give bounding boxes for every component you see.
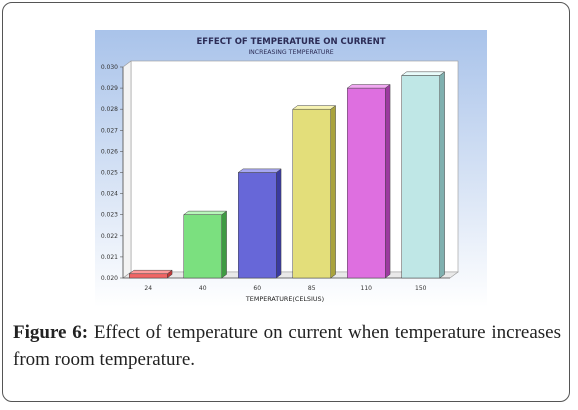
- y-tick-label: 0.030: [101, 64, 118, 71]
- bar-side: [276, 168, 282, 279]
- bar-side: [385, 83, 391, 279]
- bar-front: [292, 108, 331, 279]
- bar-top: [401, 71, 446, 76]
- chart-svg: EFFECT OF TEMPERATURE ON CURRENT INCREAS…: [95, 30, 487, 307]
- bar-top: [128, 269, 173, 275]
- bar-side: [330, 105, 336, 279]
- bar-front: [401, 75, 440, 279]
- bar-top: [182, 210, 228, 215]
- x-axis-label: TEMPERATURE(CELSIUS): [245, 295, 324, 303]
- y-tick-label: 0.029: [101, 85, 118, 92]
- y-tick-label: 0.027: [101, 127, 118, 134]
- bar-front: [347, 87, 386, 279]
- chart: EFFECT OF TEMPERATURE ON CURRENT INCREAS…: [95, 30, 487, 307]
- y-tick-label: 0.025: [101, 170, 118, 177]
- y-tick-label: 0.021: [101, 254, 118, 261]
- bar-side: [221, 210, 227, 279]
- plot-side-wall: [122, 60, 132, 279]
- y-tick-label: 0.028: [101, 106, 118, 113]
- bar-top: [291, 105, 337, 110]
- bar-side: [439, 71, 445, 279]
- chart-subtitle: INCREASING TEMPERATURE: [248, 49, 333, 56]
- y-tick-label: 0.022: [101, 233, 118, 240]
- x-tick-label: 60: [253, 285, 261, 292]
- x-tick-label: 40: [199, 285, 207, 292]
- y-tick-label: 0.026: [101, 148, 118, 155]
- chart-title: EFFECT OF TEMPERATURE ON CURRENT: [196, 37, 385, 47]
- bar-front: [183, 214, 222, 279]
- y-tick-label: 0.023: [101, 212, 118, 219]
- x-tick-label: 85: [308, 285, 316, 292]
- caption-label: Figure 6:: [13, 322, 89, 343]
- bar-top: [346, 84, 391, 89]
- y-tick-label: 0.020: [101, 275, 118, 282]
- bar-top: [237, 168, 282, 173]
- figure-frame: EFFECT OF TEMPERATURE ON CURRENT INCREAS…: [2, 2, 570, 402]
- bar-front: [129, 273, 168, 279]
- x-tick-label: 24: [144, 285, 152, 292]
- x-tick-label: 150: [415, 285, 427, 292]
- caption-text: Effect of temperature on current when te…: [13, 322, 561, 370]
- x-tick-label: 110: [361, 285, 373, 292]
- plot-area: 0.020 0.021 0.022 0.023 0.024 0.025 0.026 0.027…: [101, 60, 459, 292]
- y-tick-label: 0.024: [101, 191, 118, 198]
- bar-front: [238, 172, 277, 279]
- figure-caption: Figure 6: Effect of temperature on curre…: [13, 319, 561, 373]
